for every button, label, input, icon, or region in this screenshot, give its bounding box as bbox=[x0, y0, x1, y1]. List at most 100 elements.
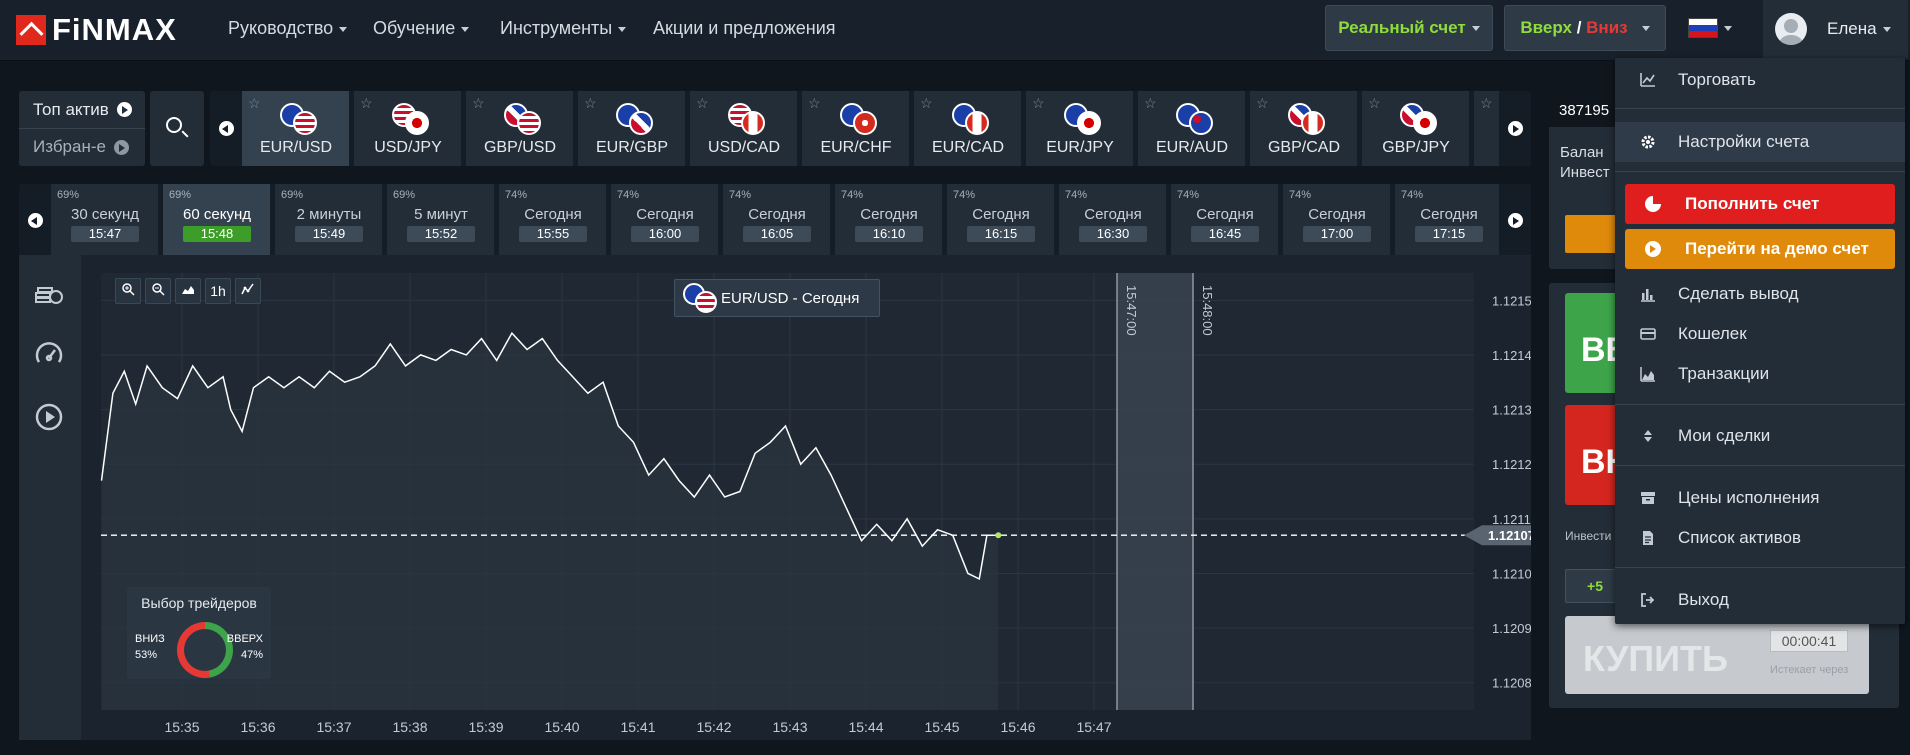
star-icon[interactable]: ☆ bbox=[1032, 95, 1045, 111]
expiry-option[interactable]: 74% Сегодня 15:55 bbox=[499, 184, 607, 256]
menu-item-wallet[interactable]: Кошелек bbox=[1615, 314, 1905, 354]
star-icon[interactable]: ☆ bbox=[920, 95, 933, 111]
asset-tile-usd-cad[interactable]: ☆ USD/CAD bbox=[690, 91, 798, 166]
line-chart-button[interactable] bbox=[235, 278, 261, 304]
menu-item-logout[interactable]: Выход bbox=[1615, 580, 1905, 620]
expiry-option[interactable]: 74% Сегодня 16:15 bbox=[947, 184, 1055, 256]
currency-flags-icon bbox=[1064, 103, 1104, 135]
expiry-name: 2 минуты bbox=[296, 206, 362, 223]
invest-small-label: Инвести bbox=[1565, 529, 1612, 543]
star-icon[interactable]: ☆ bbox=[1368, 95, 1381, 111]
star-icon[interactable]: ☆ bbox=[808, 95, 821, 111]
user-menu-toggle[interactable]: Елена bbox=[1763, 0, 1908, 58]
expiry-option[interactable]: 74% Сегодня 16:10 bbox=[835, 184, 943, 256]
nav-guide[interactable]: Руководство bbox=[228, 18, 348, 39]
star-icon[interactable]: ☆ bbox=[360, 95, 373, 111]
assets-next-button[interactable] bbox=[1499, 91, 1531, 166]
star-icon[interactable]: ☆ bbox=[1256, 95, 1269, 111]
nav-promotions[interactable]: Акции и предложения bbox=[653, 18, 836, 38]
trader-up-label: ВВЕРХ bbox=[226, 633, 263, 645]
menu-item-withdraw[interactable]: Сделать вывод bbox=[1615, 274, 1905, 314]
zoom-in-icon bbox=[122, 283, 135, 296]
star-icon[interactable]: ☆ bbox=[1480, 95, 1493, 111]
asset-tile-usd-jpy[interactable]: ☆ USD/JPY bbox=[354, 91, 462, 166]
deposit-button[interactable]: Пополнить счет bbox=[1625, 184, 1895, 224]
expiry-name: Сегодня bbox=[1308, 206, 1366, 223]
expiry-option[interactable]: 69% 5 минут 15:52 bbox=[387, 184, 495, 256]
x-tick-label: 15:36 bbox=[240, 719, 275, 735]
nav-education[interactable]: Обучение bbox=[373, 18, 470, 39]
play-icon bbox=[116, 102, 132, 117]
expiry-option[interactable]: 74% Сегодня 16:30 bbox=[1059, 184, 1167, 256]
asset-tile-eur-usd[interactable]: ☆ EUR/USD bbox=[242, 91, 350, 166]
payout-pct: 69% bbox=[393, 189, 416, 201]
expiry-prev-button[interactable] bbox=[19, 184, 51, 256]
asset-tile-gbp-jpy[interactable]: ☆ GBP/JPY bbox=[1362, 91, 1470, 166]
payout-pct: 74% bbox=[1289, 189, 1312, 201]
expiry-name: Сегодня bbox=[636, 206, 694, 223]
star-icon[interactable]: ☆ bbox=[584, 95, 597, 111]
favorites-button[interactable]: Избран-е bbox=[19, 128, 145, 165]
menu-item-account-settings[interactable]: Настройки счета bbox=[1615, 122, 1905, 162]
language-selector[interactable] bbox=[1688, 18, 1734, 42]
menu-item-asset-list[interactable]: Список активов bbox=[1615, 518, 1905, 558]
expiry-option[interactable]: 69% 2 минуты 15:49 bbox=[275, 184, 383, 256]
account-type-dropdown[interactable]: Реальный счет bbox=[1325, 5, 1493, 51]
menu-item-transactions[interactable]: Транзакции bbox=[1615, 354, 1905, 394]
expiry-option[interactable]: 74% Сегодня 16:00 bbox=[611, 184, 719, 256]
assets-prev-button[interactable] bbox=[210, 91, 242, 166]
menu-item-strike-prices[interactable]: Цены исполнения bbox=[1615, 478, 1905, 518]
finmax-logo[interactable]: FiNMAX bbox=[16, 12, 177, 47]
star-icon[interactable]: ☆ bbox=[696, 95, 709, 111]
expiry-next-button[interactable] bbox=[1499, 184, 1531, 256]
expiry-window-band bbox=[1117, 273, 1193, 710]
currency-flags-icon bbox=[504, 103, 544, 135]
payout-pct: 74% bbox=[841, 189, 864, 201]
interval-1h-button[interactable]: 1h bbox=[205, 278, 231, 304]
asset-tile-eur-gbp[interactable]: ☆ EUR/GBP bbox=[578, 91, 686, 166]
zoom-in-button[interactable] bbox=[115, 278, 141, 304]
expiry-option[interactable]: 74% Сегодня 17:15 bbox=[1395, 184, 1503, 256]
switch-to-demo-button[interactable]: Перейти на демо счет bbox=[1625, 229, 1895, 269]
asset-label: GBP/JPY bbox=[1382, 139, 1450, 156]
expiry-option[interactable]: 69% 60 секунд 15:48 bbox=[163, 184, 271, 256]
asset-tile-gbp-cad[interactable]: ☆ GBP/CAD bbox=[1250, 91, 1358, 166]
expiry-time-mark: 15:48:00 bbox=[1200, 285, 1215, 336]
menu-item-my-trades[interactable]: Мои сделки bbox=[1615, 416, 1905, 456]
expiry-option[interactable]: 69% 30 секунд 15:47 bbox=[51, 184, 159, 256]
chevron-left-icon bbox=[218, 121, 234, 136]
expiry-option[interactable]: 74% Сегодня 16:45 bbox=[1171, 184, 1279, 256]
expiry-name: Сегодня bbox=[1196, 206, 1254, 223]
star-icon[interactable]: ☆ bbox=[248, 95, 261, 111]
area-chart-button[interactable] bbox=[175, 278, 201, 304]
asset-tile-gbp-usd[interactable]: ☆ GBP/USD bbox=[466, 91, 574, 166]
user-name: Елена bbox=[1827, 19, 1891, 39]
expiry-option[interactable]: 74% Сегодня 17:00 bbox=[1283, 184, 1391, 256]
buy-button[interactable]: КУПИТЬ 00:00:41 Истекает через bbox=[1565, 616, 1869, 694]
chevron-right-icon bbox=[1507, 121, 1523, 136]
coins-icon[interactable] bbox=[33, 275, 65, 307]
asset-tile-eur-chf[interactable]: ☆ EUR/CHF bbox=[802, 91, 910, 166]
logo-text: FiNMAX bbox=[52, 12, 177, 47]
expiry-name: Сегодня bbox=[524, 206, 582, 223]
star-icon[interactable]: ☆ bbox=[1144, 95, 1157, 111]
zoom-out-button[interactable] bbox=[145, 278, 171, 304]
dial-icon[interactable] bbox=[33, 338, 65, 370]
asset-tile-eur-jpy[interactable]: ☆ EUR/JPY bbox=[1026, 91, 1134, 166]
star-icon[interactable]: ☆ bbox=[472, 95, 485, 111]
y-tick-label: 1.12130 bbox=[1492, 403, 1531, 418]
play-circle-icon[interactable] bbox=[33, 401, 65, 433]
asset-tile-eur-cad[interactable]: ☆ EUR/CAD bbox=[914, 91, 1022, 166]
trade-mode-dropdown[interactable]: Вверх / Вниз bbox=[1504, 5, 1666, 51]
trader-down-label: ВНИЗ bbox=[135, 633, 165, 645]
top-asset-button[interactable]: Топ актив bbox=[19, 91, 145, 128]
asset-label: EUR/CAD bbox=[931, 139, 1004, 156]
expiry-option[interactable]: 74% Сегодня 16:05 bbox=[723, 184, 831, 256]
price-chart[interactable]: 1.121501.121401.121301.121201.121101.121… bbox=[19, 255, 1531, 740]
nav-tools[interactable]: Инструменты bbox=[500, 18, 627, 39]
asset-tile-eur-aud[interactable]: ☆ EUR/AUD bbox=[1138, 91, 1246, 166]
area-chart-icon bbox=[182, 286, 194, 294]
expiry-name: Сегодня bbox=[972, 206, 1030, 223]
asset-search-button[interactable] bbox=[150, 91, 204, 166]
menu-item-trade[interactable]: Торговать bbox=[1615, 60, 1905, 100]
